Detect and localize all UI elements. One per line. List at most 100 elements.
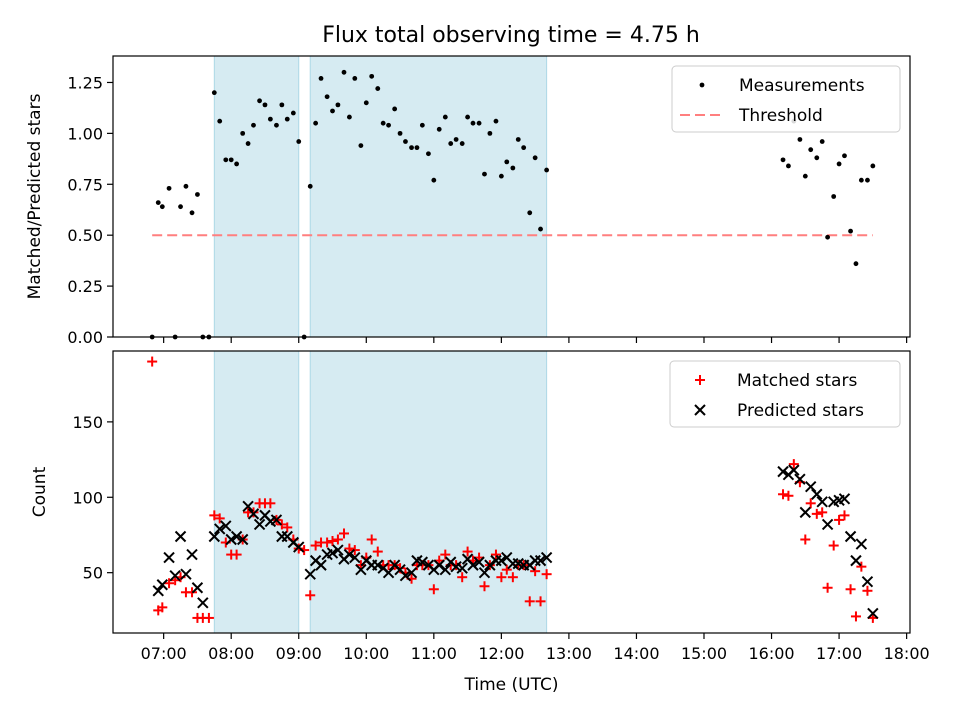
measurement-point [397, 130, 403, 136]
predicted-star-mark-b [788, 464, 800, 476]
measurement-point [234, 161, 240, 167]
y-tick-label: 100 [72, 488, 103, 507]
measurement-point [498, 173, 504, 179]
matched-star-point [214, 513, 225, 524]
x-tick-label: 18:00 [884, 644, 930, 663]
predicted-star-point [191, 582, 204, 594]
measurement-point [245, 141, 251, 146]
axes-frame [112, 350, 911, 634]
matched-star-point [293, 543, 304, 554]
matched-star-point [457, 572, 468, 583]
predicted-star-point [197, 597, 209, 609]
predicted-star-mark-b [382, 566, 395, 579]
y-tick-label: 0.75 [67, 175, 103, 194]
predicted-star-mark-b [501, 551, 513, 564]
measurement-point [296, 139, 302, 144]
matched-star-point [811, 508, 822, 519]
measurement-point [453, 137, 459, 142]
measurement-point [780, 157, 786, 163]
predicted-star-mark-b [152, 585, 164, 597]
predicted-star-mark-b [540, 551, 553, 564]
predicted-star-mark-b [855, 538, 868, 550]
measurement-point [419, 122, 425, 128]
matched-star-point [805, 498, 816, 509]
measurement-point [544, 167, 550, 173]
x-tick-label: 10:00 [343, 644, 389, 663]
predicted-star-mark-b [180, 568, 192, 580]
matched-star-point [479, 581, 490, 592]
legend-box [669, 360, 901, 428]
measurement-point [465, 114, 470, 120]
measurement-point [183, 183, 189, 189]
measurement-point [831, 194, 837, 199]
measurement-point [448, 141, 454, 146]
predicted-star-mark-b [343, 548, 356, 561]
matched-star-point [496, 572, 507, 583]
predicted-star-mark-b [405, 566, 418, 579]
predicted-star-point [349, 551, 361, 564]
predicted-star-point [433, 559, 445, 571]
measurement-point [195, 192, 200, 197]
predicted-star-point [214, 523, 226, 535]
matched-star-point [344, 543, 355, 554]
x-tick-label: 16:00 [748, 644, 794, 663]
x-tick-label: 13:00 [546, 644, 592, 663]
matched-star-point [535, 596, 546, 607]
measurement-point [279, 102, 285, 108]
predicted-star-mark-b [270, 514, 283, 526]
predicted-star-mark-b [478, 566, 491, 579]
predicted-star-mark-b [805, 481, 817, 493]
predicted-star-point [315, 559, 327, 571]
observing-interval-shade [309, 350, 548, 634]
predicted-star-point [478, 566, 491, 579]
measurement-point [842, 153, 847, 159]
measurement-point [335, 102, 341, 108]
matched-star-point [839, 510, 850, 521]
predicted-star-point [225, 533, 237, 546]
matched-star-point [530, 566, 541, 577]
predicted-star-mark-b [174, 530, 187, 543]
predicted-star-mark-b [512, 557, 524, 570]
predicted-star-point [242, 500, 254, 513]
predicted-star-mark-b [433, 559, 445, 571]
predicted-star-point [838, 493, 851, 505]
predicted-star-mark-b [439, 563, 452, 576]
predicted-star-point [247, 508, 260, 520]
predicted-star-mark-b [163, 551, 175, 564]
predicted-star-mark-b [281, 530, 293, 543]
predicted-star-mark-b [253, 518, 266, 531]
matched-star-point [845, 584, 856, 595]
measurement-point [228, 157, 234, 163]
predicted-star-mark-b [495, 554, 508, 567]
predicted-star-mark-b [777, 465, 789, 478]
predicted-star-point [405, 566, 418, 579]
measurement-point [358, 143, 364, 148]
matched-star-point [850, 611, 861, 622]
predicted-star-point [540, 551, 553, 564]
measurement-point [290, 110, 296, 116]
predicted-star-mark-b [242, 500, 254, 513]
matched-star-point [332, 534, 343, 545]
predicted-star-point [850, 554, 862, 567]
predicted-star-mark-b [399, 569, 412, 582]
measurement-point [476, 120, 482, 126]
predicted-star-mark-b [315, 559, 327, 571]
measurement-point [324, 94, 330, 100]
predicted-star-mark-b [197, 597, 209, 609]
matched-star-point [788, 459, 799, 470]
y-tick-label: 1.25 [67, 73, 103, 92]
measurement-point [178, 204, 183, 210]
measurement-point [409, 145, 414, 151]
predicted-star-point [156, 579, 169, 591]
measurement-point [386, 122, 391, 128]
y-tick-label: 0.00 [67, 328, 103, 347]
matched-star-point [501, 564, 512, 575]
predicted-star-point [467, 559, 479, 571]
predicted-star-mark-b [467, 559, 479, 571]
predicted-star-mark-b [461, 553, 474, 565]
predicted-star-point [456, 562, 468, 574]
predicted-star-point [861, 576, 874, 588]
predicted-star-mark-b [304, 568, 316, 580]
predicted-star-point [163, 551, 175, 564]
predicted-star-point [220, 520, 232, 532]
